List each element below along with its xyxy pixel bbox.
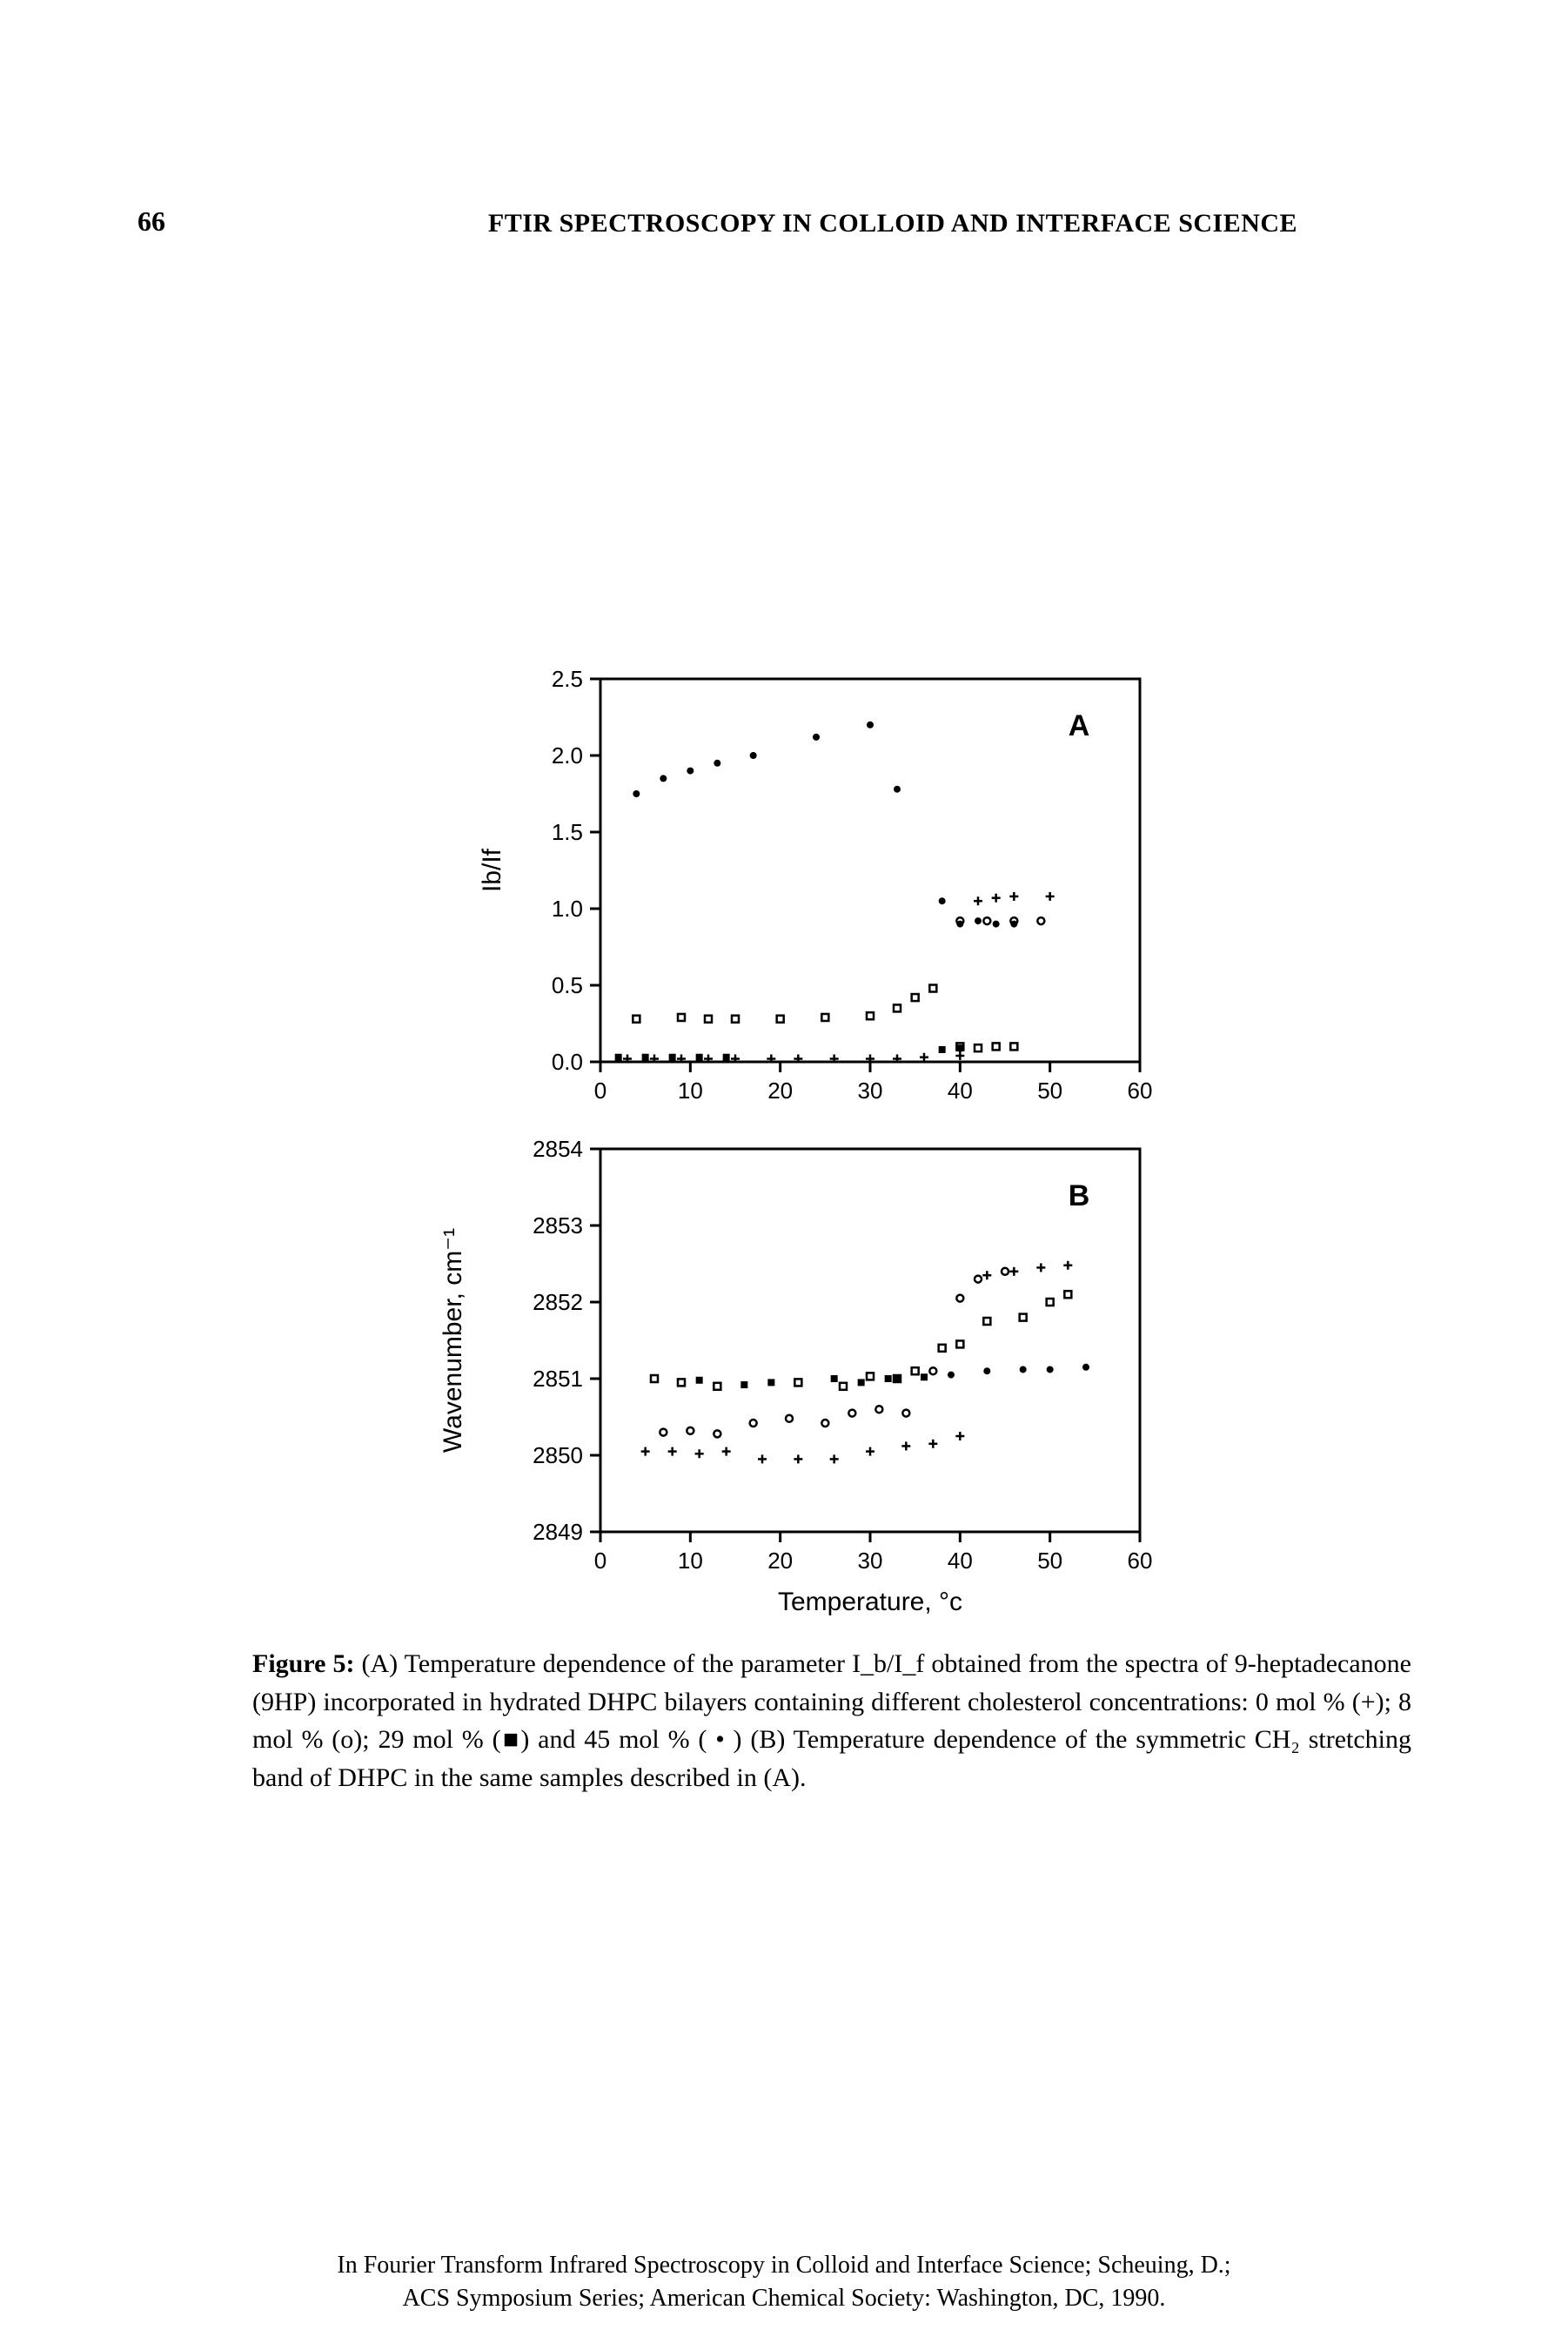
svg-text:0: 0	[594, 1078, 606, 1104]
page-number: 66	[137, 205, 165, 238]
svg-text:10: 10	[678, 1078, 703, 1104]
svg-text:Wavenumber, cm⁻¹: Wavenumber, cm⁻¹	[439, 1228, 467, 1453]
svg-text:2854: 2854	[533, 1136, 583, 1162]
svg-text:20: 20	[767, 1078, 793, 1104]
svg-text:0.5: 0.5	[552, 972, 583, 998]
svg-text:50: 50	[1037, 1078, 1062, 1104]
svg-text:A: A	[1069, 709, 1090, 742]
svg-text:40: 40	[948, 1078, 973, 1104]
svg-text:2852: 2852	[533, 1289, 583, 1315]
svg-text:B: B	[1069, 1179, 1090, 1212]
svg-text:40: 40	[948, 1548, 973, 1574]
svg-text:2849: 2849	[533, 1519, 583, 1545]
svg-text:2850: 2850	[533, 1442, 583, 1468]
svg-text:30: 30	[858, 1548, 883, 1574]
running-head: FTIR SPECTROSCOPY IN COLLOID AND INTERFA…	[374, 209, 1411, 238]
svg-text:0: 0	[594, 1548, 606, 1574]
svg-text:Ib/If: Ib/If	[478, 848, 506, 892]
svg-text:10: 10	[678, 1548, 703, 1574]
svg-text:50: 50	[1037, 1548, 1062, 1574]
svg-text:1.0: 1.0	[552, 896, 583, 922]
figure-5: 0 10 20 30 40 50 60 0.0 0.5 1.0 1.5 2.0 2.5 A Ib/If 0 10…	[374, 661, 1253, 1636]
svg-text:30: 30	[858, 1078, 883, 1104]
figure-svg: 0 10 20 30 40 50 60 0.0 0.5 1.0 1.5 2.0 2.5 A Ib/If 0 10…	[374, 661, 1253, 1636]
svg-text:2.0: 2.0	[552, 742, 583, 769]
footer-line-1: In Fourier Transform Infrared Spectrosco…	[0, 2249, 1568, 2282]
svg-text:2851: 2851	[533, 1366, 583, 1392]
svg-text:1.5: 1.5	[552, 819, 583, 845]
svg-text:Temperature, °c: Temperature, °c	[778, 1588, 962, 1616]
svg-text:60: 60	[1128, 1548, 1153, 1574]
svg-text:60: 60	[1128, 1078, 1153, 1104]
svg-text:2853: 2853	[533, 1212, 583, 1239]
page-footer: In Fourier Transform Infrared Spectrosco…	[0, 2249, 1568, 2315]
caption-body: (A) Temperature dependence of the parame…	[252, 1649, 1411, 1792]
svg-text:2.5: 2.5	[552, 666, 583, 692]
figure-caption: Figure 5: (A) Temperature dependence of …	[252, 1645, 1411, 1796]
caption-lead: Figure 5:	[252, 1649, 354, 1678]
svg-text:20: 20	[767, 1548, 793, 1574]
footer-line-2: ACS Symposium Series; American Chemical …	[0, 2282, 1568, 2315]
svg-text:0.0: 0.0	[552, 1049, 583, 1075]
